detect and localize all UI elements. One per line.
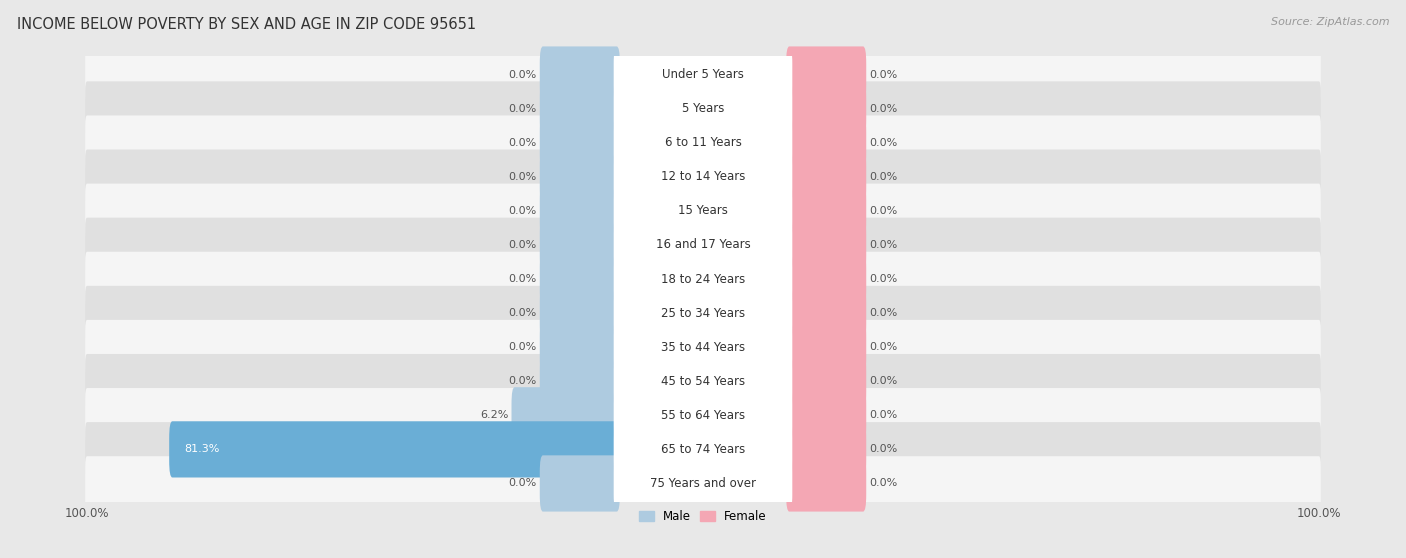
FancyBboxPatch shape [540, 251, 620, 307]
Text: 35 to 44 Years: 35 to 44 Years [661, 340, 745, 354]
Text: 0.0%: 0.0% [869, 274, 897, 284]
Text: 15 Years: 15 Years [678, 204, 728, 218]
Text: 6.2%: 6.2% [479, 410, 509, 420]
Text: 0.0%: 0.0% [509, 206, 537, 216]
FancyBboxPatch shape [786, 217, 866, 273]
Text: INCOME BELOW POVERTY BY SEX AND AGE IN ZIP CODE 95651: INCOME BELOW POVERTY BY SEX AND AGE IN Z… [17, 17, 477, 32]
Legend: Male, Female: Male, Female [640, 510, 766, 523]
FancyBboxPatch shape [540, 319, 620, 376]
FancyBboxPatch shape [540, 285, 620, 341]
Text: 5 Years: 5 Years [682, 102, 724, 115]
FancyBboxPatch shape [169, 421, 620, 478]
Text: Source: ZipAtlas.com: Source: ZipAtlas.com [1271, 17, 1389, 27]
Text: 12 to 14 Years: 12 to 14 Years [661, 170, 745, 183]
Text: 0.0%: 0.0% [869, 206, 897, 216]
Text: 0.0%: 0.0% [869, 104, 897, 114]
Text: 0.0%: 0.0% [509, 172, 537, 182]
Text: 65 to 74 Years: 65 to 74 Years [661, 443, 745, 456]
FancyBboxPatch shape [540, 114, 620, 171]
FancyBboxPatch shape [613, 387, 793, 444]
FancyBboxPatch shape [786, 114, 866, 171]
Text: 0.0%: 0.0% [869, 70, 897, 80]
FancyBboxPatch shape [613, 182, 793, 239]
Text: 25 to 34 Years: 25 to 34 Years [661, 306, 745, 320]
FancyBboxPatch shape [786, 46, 866, 103]
FancyBboxPatch shape [540, 46, 620, 103]
FancyBboxPatch shape [86, 150, 1320, 204]
FancyBboxPatch shape [786, 285, 866, 341]
Text: 0.0%: 0.0% [869, 342, 897, 352]
FancyBboxPatch shape [512, 387, 620, 444]
FancyBboxPatch shape [786, 148, 866, 205]
FancyBboxPatch shape [786, 319, 866, 376]
Text: 0.0%: 0.0% [869, 308, 897, 318]
Text: 45 to 54 Years: 45 to 54 Years [661, 375, 745, 388]
FancyBboxPatch shape [613, 148, 793, 205]
FancyBboxPatch shape [613, 80, 793, 137]
FancyBboxPatch shape [540, 182, 620, 239]
FancyBboxPatch shape [86, 286, 1320, 340]
Text: 0.0%: 0.0% [869, 478, 897, 488]
FancyBboxPatch shape [86, 422, 1320, 477]
FancyBboxPatch shape [540, 217, 620, 273]
FancyBboxPatch shape [86, 81, 1320, 136]
Text: 6 to 11 Years: 6 to 11 Years [665, 136, 741, 149]
Text: 75 Years and over: 75 Years and over [650, 477, 756, 490]
Text: 0.0%: 0.0% [869, 138, 897, 148]
Text: 0.0%: 0.0% [509, 70, 537, 80]
Text: 0.0%: 0.0% [509, 274, 537, 284]
FancyBboxPatch shape [86, 47, 1320, 102]
FancyBboxPatch shape [613, 421, 793, 478]
FancyBboxPatch shape [86, 184, 1320, 238]
FancyBboxPatch shape [786, 455, 866, 512]
Text: 0.0%: 0.0% [869, 444, 897, 454]
Text: 0.0%: 0.0% [509, 308, 537, 318]
Text: 0.0%: 0.0% [509, 342, 537, 352]
FancyBboxPatch shape [786, 421, 866, 478]
FancyBboxPatch shape [86, 218, 1320, 272]
FancyBboxPatch shape [613, 319, 793, 376]
Text: 0.0%: 0.0% [869, 172, 897, 182]
FancyBboxPatch shape [540, 353, 620, 410]
Text: 0.0%: 0.0% [509, 104, 537, 114]
FancyBboxPatch shape [613, 46, 793, 103]
FancyBboxPatch shape [86, 456, 1320, 511]
FancyBboxPatch shape [786, 251, 866, 307]
FancyBboxPatch shape [540, 148, 620, 205]
Text: 0.0%: 0.0% [509, 478, 537, 488]
FancyBboxPatch shape [540, 455, 620, 512]
FancyBboxPatch shape [786, 80, 866, 137]
Text: 0.0%: 0.0% [869, 240, 897, 250]
Text: Under 5 Years: Under 5 Years [662, 68, 744, 81]
Text: 0.0%: 0.0% [509, 138, 537, 148]
FancyBboxPatch shape [786, 353, 866, 410]
Text: 81.3%: 81.3% [184, 444, 219, 454]
Text: 0.0%: 0.0% [509, 240, 537, 250]
FancyBboxPatch shape [86, 354, 1320, 408]
Text: 0.0%: 0.0% [869, 410, 897, 420]
Text: 18 to 24 Years: 18 to 24 Years [661, 272, 745, 286]
FancyBboxPatch shape [786, 387, 866, 444]
FancyBboxPatch shape [613, 285, 793, 341]
FancyBboxPatch shape [540, 80, 620, 137]
Text: 55 to 64 Years: 55 to 64 Years [661, 409, 745, 422]
FancyBboxPatch shape [86, 320, 1320, 374]
FancyBboxPatch shape [613, 251, 793, 307]
FancyBboxPatch shape [86, 388, 1320, 442]
Text: 0.0%: 0.0% [869, 376, 897, 386]
FancyBboxPatch shape [613, 353, 793, 410]
FancyBboxPatch shape [86, 116, 1320, 170]
FancyBboxPatch shape [786, 182, 866, 239]
FancyBboxPatch shape [86, 252, 1320, 306]
Text: 16 and 17 Years: 16 and 17 Years [655, 238, 751, 252]
Text: 0.0%: 0.0% [509, 376, 537, 386]
FancyBboxPatch shape [613, 217, 793, 273]
FancyBboxPatch shape [613, 455, 793, 512]
FancyBboxPatch shape [613, 114, 793, 171]
